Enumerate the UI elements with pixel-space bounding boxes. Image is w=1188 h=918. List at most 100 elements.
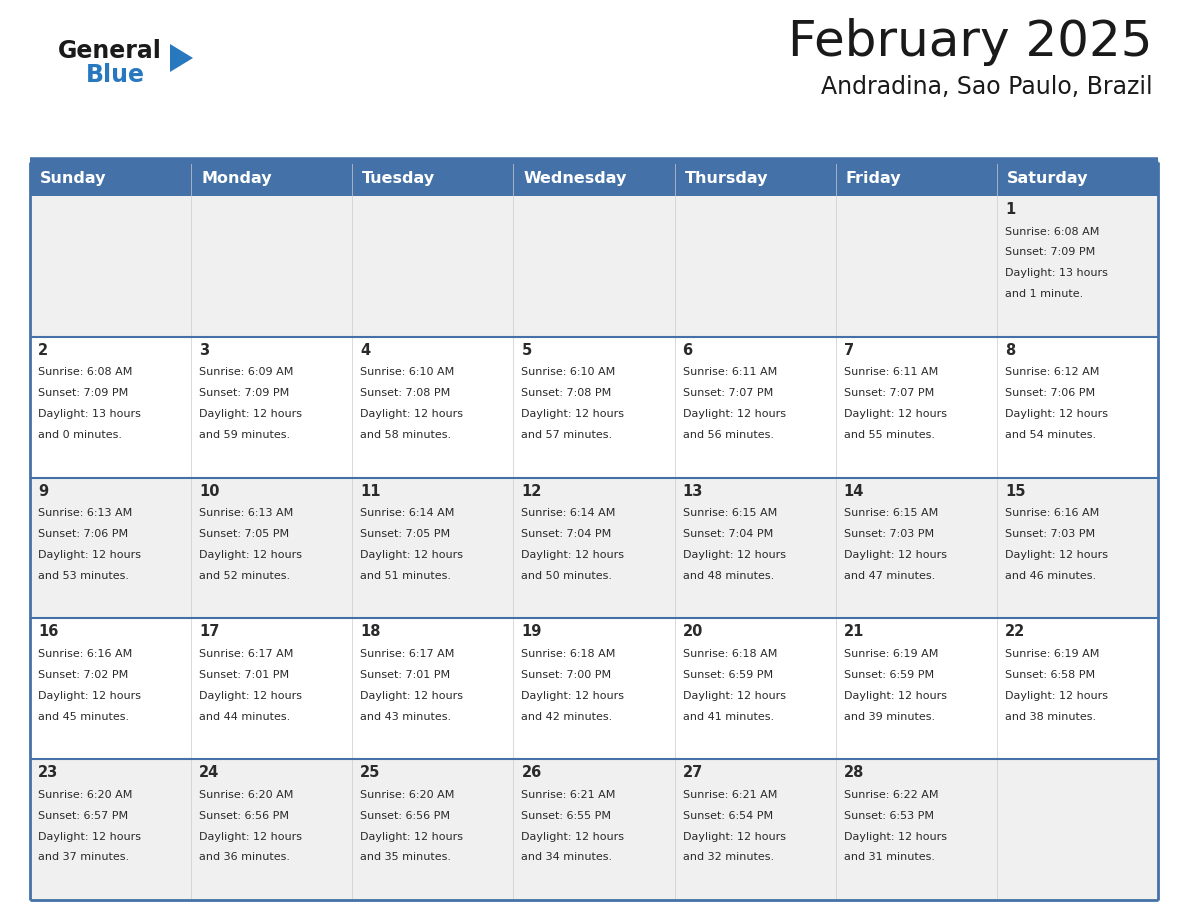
Text: Sunrise: 6:11 AM: Sunrise: 6:11 AM <box>843 367 939 377</box>
Text: Sunset: 7:07 PM: Sunset: 7:07 PM <box>683 388 773 398</box>
Text: Sunrise: 6:15 AM: Sunrise: 6:15 AM <box>683 509 777 519</box>
Text: Daylight: 13 hours: Daylight: 13 hours <box>38 409 141 420</box>
Text: and 55 minutes.: and 55 minutes. <box>843 430 935 440</box>
Text: Daylight: 12 hours: Daylight: 12 hours <box>38 550 141 560</box>
Text: and 53 minutes.: and 53 minutes. <box>38 571 129 581</box>
Text: and 50 minutes.: and 50 minutes. <box>522 571 613 581</box>
Text: and 51 minutes.: and 51 minutes. <box>360 571 451 581</box>
Text: Sunset: 6:53 PM: Sunset: 6:53 PM <box>843 811 934 821</box>
Text: Daylight: 12 hours: Daylight: 12 hours <box>522 550 625 560</box>
Text: 5: 5 <box>522 342 532 358</box>
Text: and 42 minutes.: and 42 minutes. <box>522 711 613 722</box>
Text: Sunrise: 6:08 AM: Sunrise: 6:08 AM <box>38 367 132 377</box>
Text: 3: 3 <box>200 342 209 358</box>
Text: General: General <box>58 39 162 63</box>
Text: Daylight: 12 hours: Daylight: 12 hours <box>843 832 947 842</box>
Text: Daylight: 12 hours: Daylight: 12 hours <box>200 690 302 700</box>
Text: February 2025: February 2025 <box>789 18 1154 66</box>
Text: Sunrise: 6:12 AM: Sunrise: 6:12 AM <box>1005 367 1099 377</box>
Text: Daylight: 12 hours: Daylight: 12 hours <box>1005 550 1108 560</box>
Text: Sunrise: 6:19 AM: Sunrise: 6:19 AM <box>843 649 939 659</box>
Text: Daylight: 13 hours: Daylight: 13 hours <box>1005 268 1107 278</box>
Text: Sunset: 7:04 PM: Sunset: 7:04 PM <box>522 529 612 539</box>
Text: 11: 11 <box>360 484 381 498</box>
Text: Sunset: 6:54 PM: Sunset: 6:54 PM <box>683 811 772 821</box>
Text: Sunset: 7:09 PM: Sunset: 7:09 PM <box>1005 248 1095 257</box>
Text: and 47 minutes.: and 47 minutes. <box>843 571 935 581</box>
Text: and 31 minutes.: and 31 minutes. <box>843 852 935 862</box>
Text: and 0 minutes.: and 0 minutes. <box>38 430 122 440</box>
Text: and 45 minutes.: and 45 minutes. <box>38 711 129 722</box>
Text: and 58 minutes.: and 58 minutes. <box>360 430 451 440</box>
Text: Sunset: 7:05 PM: Sunset: 7:05 PM <box>200 529 289 539</box>
Text: Daylight: 12 hours: Daylight: 12 hours <box>522 409 625 420</box>
Text: 19: 19 <box>522 624 542 640</box>
Text: 7: 7 <box>843 342 854 358</box>
Text: Sunset: 7:02 PM: Sunset: 7:02 PM <box>38 670 128 680</box>
Text: Daylight: 12 hours: Daylight: 12 hours <box>522 832 625 842</box>
Text: Daylight: 12 hours: Daylight: 12 hours <box>360 550 463 560</box>
Text: Daylight: 12 hours: Daylight: 12 hours <box>200 409 302 420</box>
Text: Sunrise: 6:14 AM: Sunrise: 6:14 AM <box>360 509 455 519</box>
Text: Sunset: 7:09 PM: Sunset: 7:09 PM <box>200 388 290 398</box>
Text: 24: 24 <box>200 766 220 780</box>
Polygon shape <box>170 44 192 72</box>
Text: 22: 22 <box>1005 624 1025 640</box>
Text: Daylight: 12 hours: Daylight: 12 hours <box>843 550 947 560</box>
Text: 28: 28 <box>843 766 864 780</box>
Text: Sunrise: 6:15 AM: Sunrise: 6:15 AM <box>843 509 939 519</box>
Text: Sunrise: 6:13 AM: Sunrise: 6:13 AM <box>38 509 132 519</box>
Text: Sunset: 7:04 PM: Sunset: 7:04 PM <box>683 529 773 539</box>
Text: and 36 minutes.: and 36 minutes. <box>200 852 290 862</box>
Text: 20: 20 <box>683 624 703 640</box>
Text: Sunset: 7:08 PM: Sunset: 7:08 PM <box>522 388 612 398</box>
Text: Sunset: 7:06 PM: Sunset: 7:06 PM <box>38 529 128 539</box>
Text: and 54 minutes.: and 54 minutes. <box>1005 430 1097 440</box>
Text: and 37 minutes.: and 37 minutes. <box>38 852 129 862</box>
Text: Daylight: 12 hours: Daylight: 12 hours <box>360 832 463 842</box>
Text: and 34 minutes.: and 34 minutes. <box>522 852 613 862</box>
Text: Sunset: 6:59 PM: Sunset: 6:59 PM <box>843 670 934 680</box>
Text: Sunset: 6:55 PM: Sunset: 6:55 PM <box>522 811 612 821</box>
Text: Sunset: 7:07 PM: Sunset: 7:07 PM <box>843 388 934 398</box>
Text: and 35 minutes.: and 35 minutes. <box>360 852 451 862</box>
Text: 12: 12 <box>522 484 542 498</box>
Text: 18: 18 <box>360 624 381 640</box>
Text: Monday: Monday <box>201 172 272 186</box>
Text: 14: 14 <box>843 484 864 498</box>
Text: Sunset: 7:05 PM: Sunset: 7:05 PM <box>360 529 450 539</box>
Text: Sunrise: 6:14 AM: Sunrise: 6:14 AM <box>522 509 615 519</box>
Text: 27: 27 <box>683 766 703 780</box>
Text: 4: 4 <box>360 342 371 358</box>
Text: Sunrise: 6:19 AM: Sunrise: 6:19 AM <box>1005 649 1099 659</box>
Text: 9: 9 <box>38 484 49 498</box>
Text: Sunset: 6:56 PM: Sunset: 6:56 PM <box>200 811 289 821</box>
Text: Sunrise: 6:18 AM: Sunrise: 6:18 AM <box>522 649 615 659</box>
Text: Daylight: 12 hours: Daylight: 12 hours <box>683 550 785 560</box>
Text: 23: 23 <box>38 766 58 780</box>
Text: Sunrise: 6:10 AM: Sunrise: 6:10 AM <box>360 367 455 377</box>
Text: Sunset: 6:56 PM: Sunset: 6:56 PM <box>360 811 450 821</box>
Text: Sunrise: 6:16 AM: Sunrise: 6:16 AM <box>1005 509 1099 519</box>
Text: and 59 minutes.: and 59 minutes. <box>200 430 290 440</box>
Text: Sunrise: 6:22 AM: Sunrise: 6:22 AM <box>843 789 939 800</box>
Text: and 44 minutes.: and 44 minutes. <box>200 711 290 722</box>
Text: Sunrise: 6:16 AM: Sunrise: 6:16 AM <box>38 649 132 659</box>
Text: 13: 13 <box>683 484 703 498</box>
Text: 25: 25 <box>360 766 380 780</box>
Text: Sunrise: 6:13 AM: Sunrise: 6:13 AM <box>200 509 293 519</box>
Text: and 1 minute.: and 1 minute. <box>1005 289 1083 299</box>
Text: and 57 minutes.: and 57 minutes. <box>522 430 613 440</box>
Text: Daylight: 12 hours: Daylight: 12 hours <box>843 409 947 420</box>
Text: Sunrise: 6:21 AM: Sunrise: 6:21 AM <box>683 789 777 800</box>
Bar <box>30 196 1158 337</box>
Text: 6: 6 <box>683 342 693 358</box>
Text: and 39 minutes.: and 39 minutes. <box>843 711 935 722</box>
Text: Sunrise: 6:10 AM: Sunrise: 6:10 AM <box>522 367 615 377</box>
Text: Sunset: 6:58 PM: Sunset: 6:58 PM <box>1005 670 1095 680</box>
Bar <box>30 477 1158 619</box>
Text: 26: 26 <box>522 766 542 780</box>
Text: Sunday: Sunday <box>40 172 107 186</box>
Text: Sunset: 7:03 PM: Sunset: 7:03 PM <box>1005 529 1095 539</box>
Text: Sunrise: 6:17 AM: Sunrise: 6:17 AM <box>360 649 455 659</box>
